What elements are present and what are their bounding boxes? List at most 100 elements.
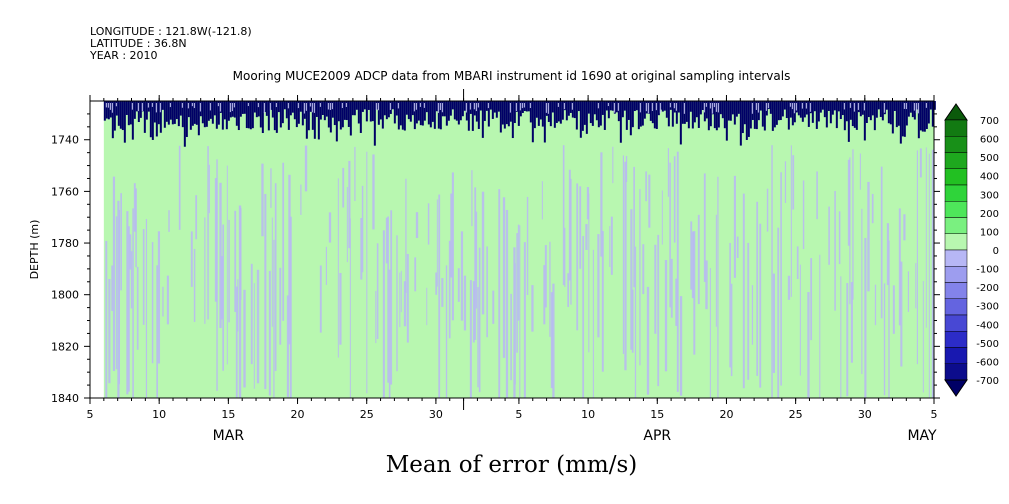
field-column-near-surface [591, 101, 594, 126]
field-column-near-surface [237, 101, 240, 131]
field-column-near-surface [177, 101, 180, 127]
field-column-near-surface [255, 101, 258, 118]
field-stripe [517, 224, 520, 321]
field-stripe [925, 147, 927, 328]
field-column-near-surface [259, 101, 262, 128]
field-column-highlight [419, 103, 421, 107]
field-column-near-surface [129, 101, 132, 125]
field-column-near-surface [435, 101, 438, 112]
field-column-near-surface [831, 101, 834, 115]
field-column-near-surface [113, 101, 116, 131]
field-stripe [549, 241, 551, 337]
field-stripe [846, 283, 849, 397]
field-column-near-surface [137, 101, 140, 123]
field-column-near-surface [425, 101, 428, 113]
field-column-highlight [115, 103, 117, 107]
field-stripe [271, 217, 273, 327]
field-column-near-surface [249, 101, 252, 130]
field-stripe [861, 208, 863, 375]
field-column-near-surface [867, 101, 870, 118]
field-stripe [886, 223, 890, 286]
field-column-near-surface [911, 101, 914, 118]
field-column-near-surface [583, 101, 586, 125]
field-column-near-surface [207, 101, 210, 121]
field-column-near-surface [245, 101, 248, 129]
field-stripe [834, 190, 836, 311]
colorbar-label: -200 [976, 283, 999, 294]
field-stripe [759, 223, 762, 388]
field-column-near-surface [619, 101, 622, 143]
field-column-near-surface [559, 101, 562, 124]
field-column-near-surface [557, 101, 560, 122]
field-column-near-surface [909, 101, 912, 113]
field-column-near-surface [855, 101, 858, 130]
field-column-highlight [229, 103, 231, 113]
field-column-near-surface [327, 101, 330, 128]
field-column-near-surface [481, 101, 484, 138]
field-column-highlight [437, 103, 439, 114]
field-column-near-surface [281, 101, 284, 124]
y-tick-label: 1800 [51, 289, 79, 302]
field-column-near-surface [243, 101, 246, 114]
colorbar-label: 700 [980, 116, 999, 127]
colorbar-cell [944, 249, 968, 267]
field-column-highlight [613, 103, 615, 113]
field-stripe [115, 216, 118, 370]
field-stripe [514, 263, 516, 385]
field-column-near-surface [461, 101, 464, 117]
field-column-near-surface [347, 101, 350, 127]
field-column-near-surface [903, 101, 906, 137]
field-column-near-surface [681, 101, 684, 124]
field-column-near-surface [825, 101, 828, 128]
field-column-near-surface [289, 101, 292, 116]
field-column-near-surface [223, 101, 226, 120]
field-stripe [543, 265, 546, 325]
x-tick-label: 5 [515, 408, 522, 421]
field-column-near-surface [195, 101, 198, 125]
field-stripe [426, 287, 428, 326]
colorbar: 700 600 500 400 300 200 100 0 -100 -200 -300 -400 -5… [944, 103, 999, 397]
field-stripe [157, 231, 161, 364]
field-stripe [502, 197, 506, 358]
field-stripe [403, 281, 407, 327]
field-column-near-surface [395, 101, 398, 116]
field-column-near-surface [391, 101, 394, 110]
field-column-near-surface [713, 101, 716, 129]
field-column-near-surface [197, 101, 200, 136]
field-column-near-surface [845, 101, 848, 122]
field-column-near-surface [675, 101, 678, 124]
field-stripe [237, 279, 239, 332]
colorbar-cell [944, 201, 968, 218]
field-column-highlight [111, 103, 113, 113]
field-column-highlight [477, 103, 479, 108]
field-stripe [498, 189, 501, 398]
field-column-near-surface [405, 101, 408, 115]
field-column-near-surface [881, 101, 884, 121]
field-column-near-surface [511, 101, 514, 139]
field-column-near-surface [599, 101, 602, 126]
field-stripe [342, 167, 345, 208]
field-stripe [733, 175, 736, 278]
field-column-highlight [169, 103, 171, 108]
field-column-near-surface [445, 101, 448, 126]
field-column-near-surface [707, 101, 710, 131]
field-column-near-surface [799, 101, 802, 118]
field-column-near-surface [189, 101, 192, 130]
colorbar-cell [944, 152, 968, 169]
field-column-near-surface [409, 101, 412, 122]
field-stripe [127, 226, 130, 392]
colorbar-label: 300 [980, 190, 999, 201]
field-column-near-surface [463, 101, 466, 111]
field-column-near-surface [725, 101, 728, 141]
field-column-near-surface [157, 101, 160, 125]
field-column-highlight [199, 103, 201, 112]
field-stripe [871, 193, 874, 224]
field-stripe [610, 216, 613, 275]
field-column-near-surface [853, 101, 856, 128]
field-stripe [385, 217, 388, 264]
field-stripe [772, 273, 775, 373]
field-column-near-surface [173, 101, 176, 124]
field-column-near-surface [689, 101, 692, 112]
field-stripe [849, 157, 851, 305]
